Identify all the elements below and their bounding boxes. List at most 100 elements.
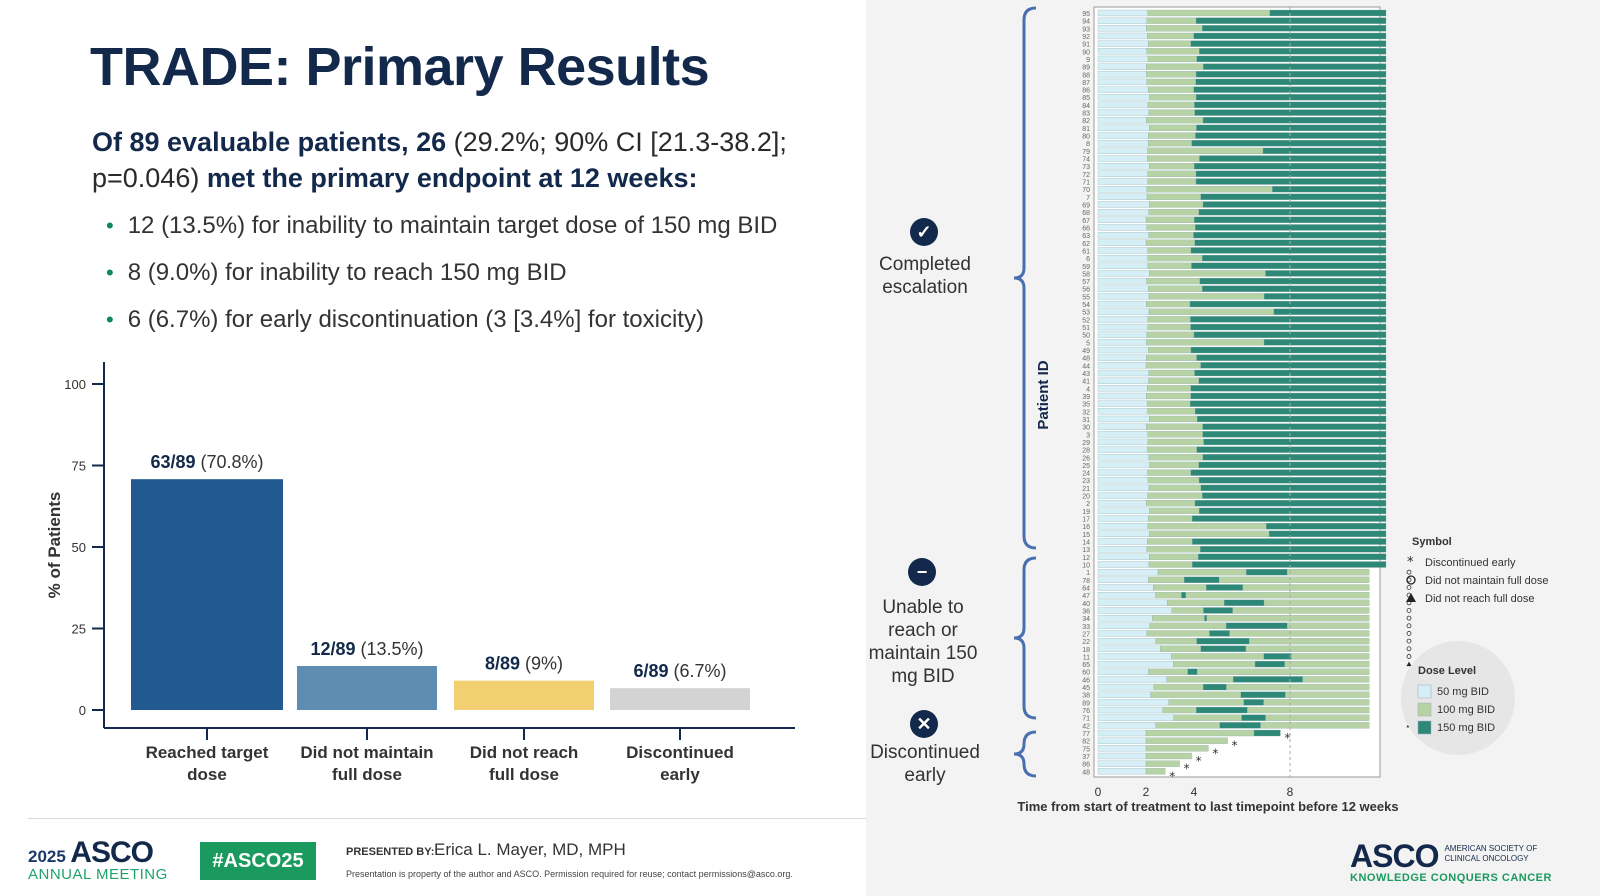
patient-bar-segment	[1146, 48, 1200, 55]
patient-bar-segment	[1097, 423, 1147, 430]
bullet-item: • 8 (9.0%) for inability to reach 150 mg …	[106, 259, 777, 287]
patient-bar-segment	[1150, 691, 1241, 698]
patient-id-label: 86	[1082, 88, 1090, 95]
patient-bar-segment	[1171, 653, 1264, 660]
patient-bar-segment	[1097, 270, 1150, 277]
y-tick-label: 75	[72, 459, 86, 474]
patient-id-label: 83	[1082, 111, 1090, 118]
patient-bar-segment	[1194, 408, 1387, 415]
did-not-maintain-circle-icon	[1406, 654, 1412, 659]
patient-bar-segment	[1202, 454, 1387, 461]
asco-tagline: KNOWLEDGE CONQUERS CANCER	[1350, 872, 1552, 884]
patient-bar-segment	[1097, 346, 1149, 354]
group-label-completed: Completed escalation	[879, 254, 971, 298]
patient-bar-segment	[1226, 683, 1370, 691]
patient-bar-segment	[1097, 461, 1150, 469]
patient-bar-segment	[1263, 599, 1370, 606]
patient-bar-segment	[1097, 216, 1147, 223]
patient-bar-segment	[1192, 538, 1387, 545]
patient-bar-segment	[1149, 415, 1198, 423]
patient-bar-segment	[1200, 193, 1387, 200]
x-axis-title: Time from start of treatment to last tim…	[1017, 799, 1398, 814]
patient-id-label: 62	[1082, 241, 1090, 248]
patient-id-label: 71	[1082, 716, 1090, 723]
patient-bar-segment	[1195, 132, 1387, 139]
bar-label-count: 8/89	[485, 654, 520, 674]
bar	[297, 665, 437, 710]
did-not-reach-triangle-icon	[1406, 661, 1412, 667]
x-category-label: Did not reach	[470, 743, 579, 762]
symbol-legend-label: Did not maintain full dose	[1425, 575, 1549, 587]
patient-bar-segment	[1097, 637, 1157, 645]
patient-bar-segment	[1173, 660, 1256, 668]
patient-bar-segment	[1146, 300, 1191, 308]
patient-bar-segment	[1097, 186, 1148, 193]
patient-bar-segment	[1097, 538, 1148, 545]
patient-bar-segment	[1202, 492, 1387, 499]
patient-bar-segment	[1097, 155, 1148, 162]
bullet-text: 6 (6.7%) for early discontinuation (3 [3…	[127, 306, 704, 333]
patient-bar-segment	[1273, 308, 1387, 315]
intro-plain-2: p=0.046)	[92, 163, 200, 193]
patient-bar-segment	[1168, 699, 1244, 706]
patient-bar-segment	[1097, 683, 1155, 691]
patient-bar-segment	[1189, 300, 1387, 308]
patient-bar-segment	[1097, 523, 1149, 530]
patient-id-label: 23	[1082, 478, 1090, 485]
patient-bar-segment	[1146, 25, 1203, 32]
check-circle-icon: ✓	[910, 218, 938, 246]
patient-bar-segment	[1145, 752, 1192, 760]
patient-bar-segment	[1147, 32, 1194, 40]
patient-bar-segment	[1145, 729, 1255, 737]
patient-bar-segment	[1097, 484, 1149, 492]
patient-bar-segment	[1202, 285, 1387, 292]
y-axis-title: Patient ID	[1035, 360, 1052, 429]
legend-triangle-icon	[1406, 593, 1416, 602]
patient-bar-segment	[1246, 569, 1288, 576]
patient-bar-segment	[1148, 86, 1194, 93]
patient-bar-segment	[1097, 124, 1150, 132]
patient-id-label: 93	[1082, 26, 1090, 33]
patient-bar-segment	[1190, 316, 1387, 323]
patient-bar-segment	[1155, 592, 1182, 599]
minus-circle-icon: −	[908, 558, 936, 586]
patient-id-label: 31	[1082, 417, 1090, 424]
discontinued-asterisk-icon: *	[1196, 754, 1202, 768]
patient-bar-segment	[1203, 683, 1227, 691]
bullet-dot-icon: •	[106, 260, 114, 285]
discontinued-asterisk-icon: *	[1184, 762, 1190, 776]
patient-bar-segment	[1097, 277, 1147, 285]
patient-bar-segment	[1196, 124, 1387, 132]
patient-bar-segment	[1097, 752, 1147, 760]
patient-bar-segment	[1146, 630, 1210, 637]
x-category-label: Reached target	[146, 743, 269, 762]
patient-id-label: 65	[1082, 662, 1090, 669]
patient-bar-segment	[1097, 193, 1148, 200]
logo-annual-meeting: ANNUAL MEETING	[28, 866, 168, 883]
patient-id-label: 90	[1082, 49, 1090, 56]
patient-bar-segment	[1148, 132, 1196, 139]
patient-bar-segment	[1190, 40, 1387, 47]
patient-bar-segment	[1149, 461, 1199, 469]
patient-bar-segment	[1245, 645, 1370, 652]
patient-bar-segment	[1097, 362, 1147, 369]
patient-bar-segment	[1185, 592, 1370, 599]
patient-bar-segment	[1204, 614, 1207, 622]
patient-bar-segment	[1240, 691, 1286, 698]
patient-id-label: 86	[1082, 762, 1090, 769]
patient-bar-segment	[1206, 584, 1244, 591]
dose-legend-label: 100 mg BID	[1437, 704, 1495, 716]
disclaimer-text: Presentation is property of the author a…	[346, 869, 793, 879]
patient-bar-segment	[1146, 400, 1191, 407]
bullet-item: • 12 (13.5%) for inability to maintain ta…	[106, 212, 777, 240]
patient-id-label: 71	[1082, 179, 1090, 186]
bar	[610, 688, 750, 710]
patient-bar-segment	[1147, 254, 1203, 262]
patient-bar-segment	[1097, 660, 1174, 668]
patient-id-label: 15	[1082, 532, 1090, 539]
patient-bar-segment	[1199, 48, 1387, 55]
patient-id-label: 30	[1082, 425, 1090, 432]
x-category-label: dose	[187, 765, 227, 784]
group-label-discontinued: Discontinued early	[870, 742, 980, 786]
x-tick-label: 8	[1287, 785, 1294, 799]
